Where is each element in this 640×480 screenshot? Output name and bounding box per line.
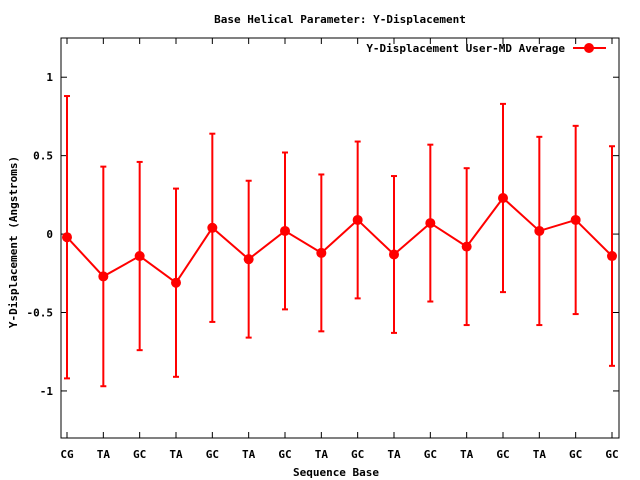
x-tick-label: GC (206, 448, 219, 461)
data-point (316, 247, 327, 258)
data-point (207, 222, 218, 233)
data-point (243, 254, 254, 265)
x-tick-label: CG (60, 448, 74, 461)
y-tick-label: -0.5 (27, 307, 54, 320)
x-tick-label: TA (169, 448, 183, 461)
data-point (171, 277, 181, 288)
data-point (461, 241, 472, 252)
data-point (425, 218, 436, 229)
y-tick-label: 0 (46, 228, 53, 241)
y-tick-label: 1 (46, 71, 53, 84)
data-point (498, 193, 508, 203)
x-tick-label: GC (133, 448, 146, 461)
legend: Y-Displacement User-MD Average (366, 42, 606, 55)
x-axis-label: Sequence Base (293, 466, 379, 479)
data-points (62, 193, 617, 288)
series-line (66, 196, 613, 285)
x-tick-label: TA (533, 448, 547, 461)
y-tick-label: 0.5 (33, 150, 53, 163)
x-tick-label: GC (424, 448, 437, 461)
x-tick-label: TA (242, 448, 256, 461)
x-tick-label: TA (460, 448, 474, 461)
x-tick-label: TA (387, 448, 401, 461)
data-point (534, 225, 545, 236)
x-tick-label: GC (569, 448, 582, 461)
data-point (389, 249, 399, 260)
data-point (280, 225, 290, 236)
data-point (570, 214, 581, 225)
x-axis: CG TA GC TA GC TA GC TA GC TA GC TA GC TA GC GC (60, 38, 619, 461)
data-point (62, 232, 72, 243)
chart-title: Base Helical Parameter: Y-Displacement (214, 13, 466, 26)
legend-marker-swatch (584, 43, 594, 53)
y-tick-label: -1 (40, 385, 54, 398)
x-tick-label: GC (351, 448, 364, 461)
data-point (98, 271, 109, 282)
y-axis: 1 0.5 0 -0.5 -1 (27, 71, 619, 398)
x-tick-label: GC (605, 448, 618, 461)
x-tick-label: TA (315, 448, 329, 461)
data-point (607, 251, 617, 262)
x-tick-label: GC (496, 448, 509, 461)
y-axis-label: Y-Displacement (Angstroms) (7, 156, 20, 328)
error-bars (64, 95, 615, 388)
x-tick-label: GC (278, 448, 291, 461)
data-point (134, 251, 145, 262)
plot-frame (60, 37, 620, 439)
legend-label: Y-Displacement User-MD Average (366, 42, 565, 55)
series-polyline (66, 196, 613, 285)
x-tick-label: TA (97, 448, 111, 461)
data-point (352, 214, 363, 225)
